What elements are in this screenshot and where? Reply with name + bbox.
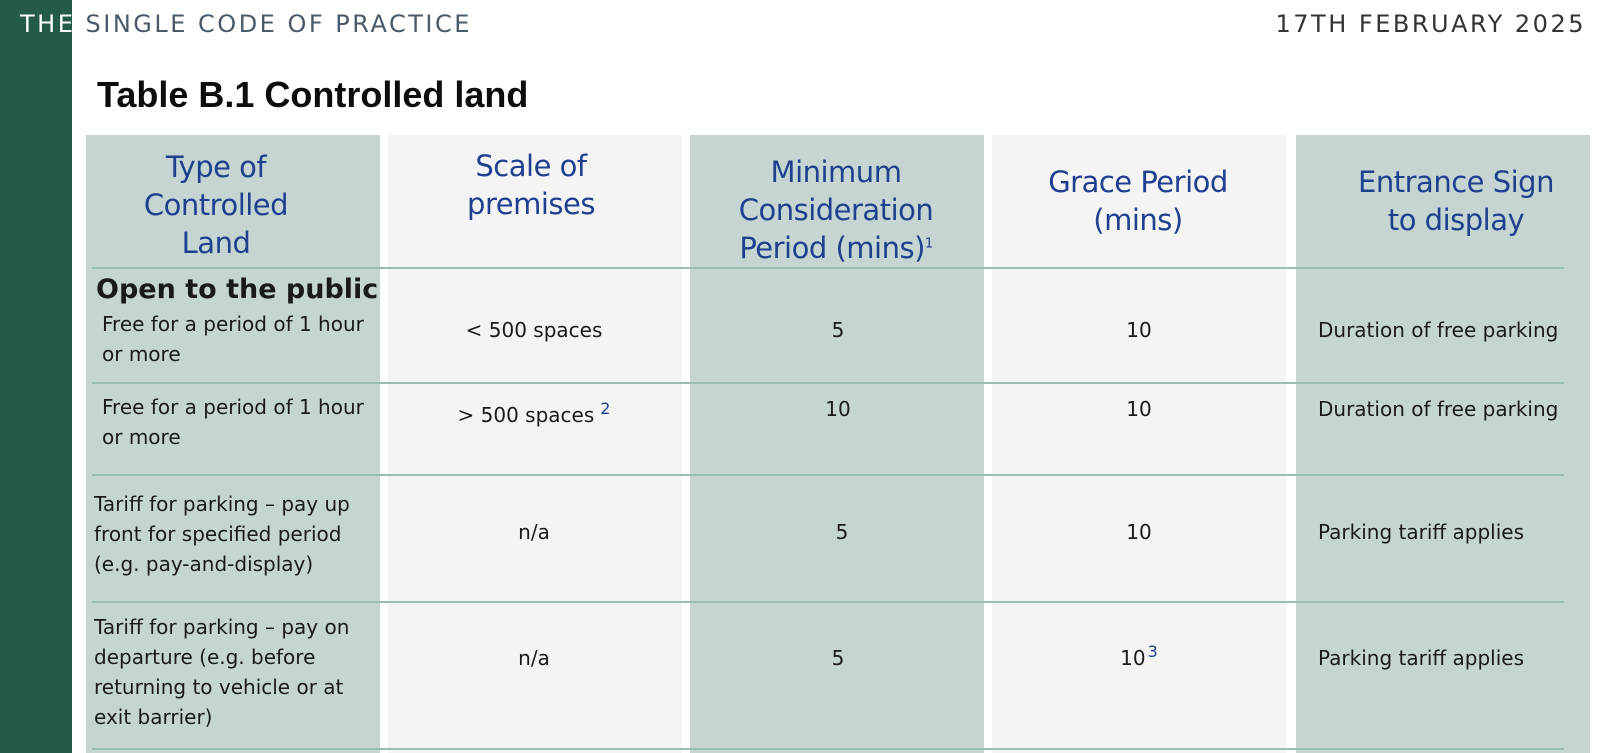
document-date: 17TH FEBRUARY 2025 (1275, 10, 1586, 38)
cell-type: Free for a period of 1 hour or more (102, 312, 364, 366)
cell-type: Free for a period of 1 hour or more (102, 395, 364, 449)
column-bg-scale (388, 135, 682, 753)
footnote-ref-2: 2 (600, 399, 611, 418)
row-divider (92, 267, 1564, 269)
footnote-ref-1: 1 (924, 236, 933, 252)
row-divider (92, 382, 1564, 384)
row-divider (92, 748, 1564, 750)
row-divider (92, 474, 1564, 476)
cell-scale: > 500 spaces 2 (457, 399, 611, 427)
column-header-scale: Scale of premises (467, 149, 595, 221)
cell-sign: Parking tariff applies (1318, 520, 1525, 544)
sidebar-accent (0, 0, 72, 753)
cell-min-period: 5 (831, 318, 845, 342)
cell-scale: n/a (518, 646, 550, 670)
cell-sign: Duration of free parking (1318, 397, 1559, 421)
cell-min-period: 5 (835, 520, 849, 544)
column-header-sign: Entrance Sign to display (1358, 165, 1554, 237)
cell-sign: Duration of free parking (1318, 318, 1559, 342)
column-bg-type (86, 135, 380, 753)
cell-min-period: 10 (825, 397, 851, 421)
column-header-type: Type of Controlled Land (143, 150, 289, 260)
section-heading: Open to the public (96, 274, 379, 305)
cell-scale: < 500 spaces (465, 318, 603, 342)
column-bg-sign (1296, 135, 1590, 753)
cell-type: Tariff for parking – pay on departure (e… (94, 615, 350, 729)
cell-grace: 10 (1126, 318, 1152, 342)
cell-grace: 10 (1126, 520, 1152, 544)
cell-grace: 10 (1126, 397, 1152, 421)
cell-grace: 10 3 (1120, 642, 1158, 670)
column-bg-grace (992, 135, 1286, 753)
footnote-ref-3: 3 (1147, 642, 1158, 661)
header-prefix: THE (20, 10, 76, 38)
cell-scale: n/a (518, 520, 550, 544)
running-header: THE SINGLE CODE OF PRACTICE (20, 10, 472, 38)
document-title: SINGLE CODE OF PRACTICE (85, 10, 472, 38)
cell-sign: Parking tariff applies (1318, 646, 1525, 670)
cell-type: Tariff for parking – pay up front for sp… (94, 492, 350, 576)
cell-min-period: 5 (831, 646, 845, 670)
column-header-grace: Grace Period (mins) (1048, 165, 1228, 237)
row-divider (92, 601, 1564, 603)
column-header-min-period: Minimum Consideration Period (mins)1 (738, 155, 934, 265)
column-bg-min-period (690, 135, 984, 753)
table-title: Table B.1 Controlled land (97, 74, 529, 115)
